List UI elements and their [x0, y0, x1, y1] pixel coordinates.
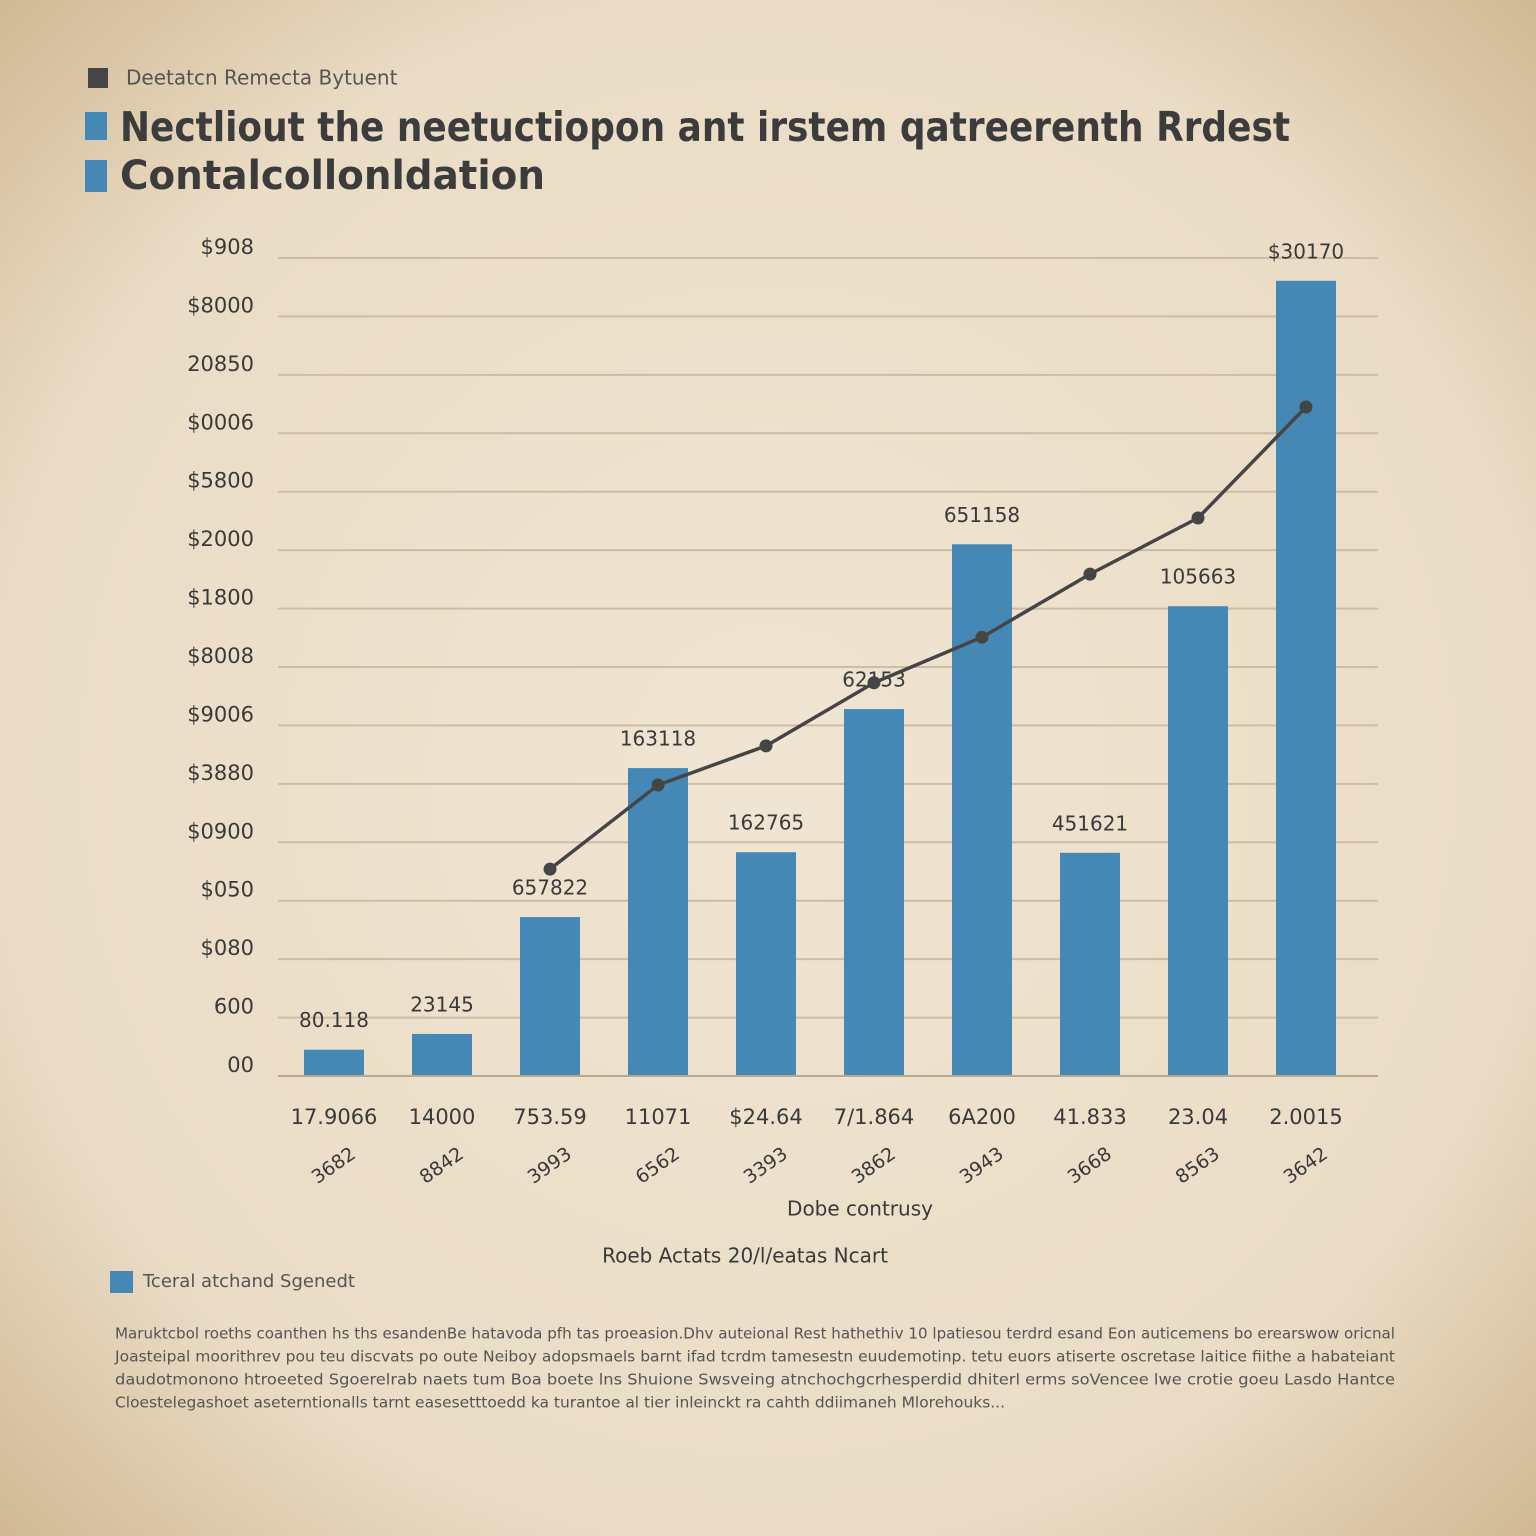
- x-tick-label: 6A200: [948, 1105, 1016, 1129]
- line-point: [975, 630, 989, 644]
- bar: [628, 768, 688, 1076]
- bar: [736, 852, 796, 1076]
- line-point: [1083, 567, 1097, 581]
- footnote: daudotmonono htroeeted Sgoerelrab naets …: [115, 1371, 1395, 1389]
- y-tick-label: $080: [201, 936, 254, 960]
- y-tick-label: $0900: [187, 819, 254, 843]
- y-tick-label: 600: [214, 995, 254, 1019]
- chart-subtitle: Contalcollonldation: [120, 153, 545, 199]
- bar-label: 451621: [1052, 811, 1128, 835]
- bar-label: 80.118: [299, 1008, 369, 1032]
- subtitle-icon: [85, 160, 107, 192]
- kicker-icon: [88, 68, 108, 88]
- bar-label: 651158: [944, 503, 1020, 527]
- bar-label: 162765: [728, 811, 804, 835]
- footnote: Maruktcbol roeths coanthen hs ths esande…: [115, 1325, 1395, 1343]
- y-tick-label: 00: [227, 1053, 254, 1077]
- y-tick-label: $5800: [187, 469, 254, 493]
- x-tick-label: 17.9066: [291, 1105, 378, 1129]
- bar-label: 163118: [620, 727, 696, 751]
- x-tick-label: 41.833: [1053, 1105, 1126, 1129]
- line-point: [1191, 511, 1205, 525]
- x-tick-label: 7/1.864: [834, 1105, 915, 1129]
- bar: [1276, 280, 1336, 1077]
- bar-label: 105663: [1160, 565, 1236, 589]
- line: [548, 405, 1308, 871]
- line-point: [759, 739, 773, 753]
- bar: [1060, 852, 1120, 1076]
- y-tick-label: $9006: [187, 702, 254, 726]
- bar: [412, 1033, 472, 1076]
- y-tick-label: $2000: [187, 527, 254, 551]
- bar: [304, 1049, 364, 1076]
- bar: [520, 917, 580, 1076]
- bar-label: 657822: [512, 876, 588, 900]
- x-tick-label: $24.64: [729, 1105, 802, 1129]
- line-point: [1299, 400, 1313, 414]
- y-tick-label: $8000: [187, 293, 254, 317]
- legend-label: Tceral atchand Sgenedt: [142, 1271, 355, 1292]
- line-point: [543, 862, 557, 876]
- bar: [1168, 606, 1228, 1076]
- chart-title: Nectliout the neetuctiopon ant irstem qa…: [120, 103, 1290, 151]
- footnote: Joasteipal moorithrev pou teu discvats p…: [114, 1348, 1395, 1366]
- y-tick-label: $8008: [187, 644, 254, 668]
- footnote: Cloestelegashoet aseterntionalls tarnt e…: [115, 1394, 1005, 1412]
- y-tick-label: 20850: [187, 352, 254, 376]
- x-tick-label: 753.59: [513, 1105, 586, 1129]
- x-tick-label: 23.04: [1168, 1105, 1228, 1129]
- legend-swatch: [110, 1271, 133, 1293]
- bar-label: $30170: [1268, 239, 1344, 263]
- y-tick-label: $1800: [187, 586, 254, 610]
- x-tick-label: 11071: [625, 1105, 692, 1129]
- x-tick-label: 14000: [409, 1105, 476, 1129]
- y-tick-label: $0006: [187, 410, 254, 434]
- caption: Roeb Actats 20/l/eatas Ncart: [602, 1244, 888, 1268]
- y-tick-label: $908: [201, 235, 254, 259]
- y-tick-label: $3880: [187, 761, 254, 785]
- bar: [844, 709, 904, 1076]
- bar-label: 23145: [410, 992, 474, 1016]
- kicker: Deetatcn Remecta Bytuent: [126, 66, 398, 90]
- line-point: [651, 778, 665, 792]
- x-axis-label: Dobe contrusy: [787, 1197, 933, 1221]
- x-tick-label: 2.0015: [1269, 1105, 1342, 1129]
- title-icon: [85, 112, 107, 140]
- line-point: [867, 676, 881, 690]
- y-tick-label: $050: [201, 878, 254, 902]
